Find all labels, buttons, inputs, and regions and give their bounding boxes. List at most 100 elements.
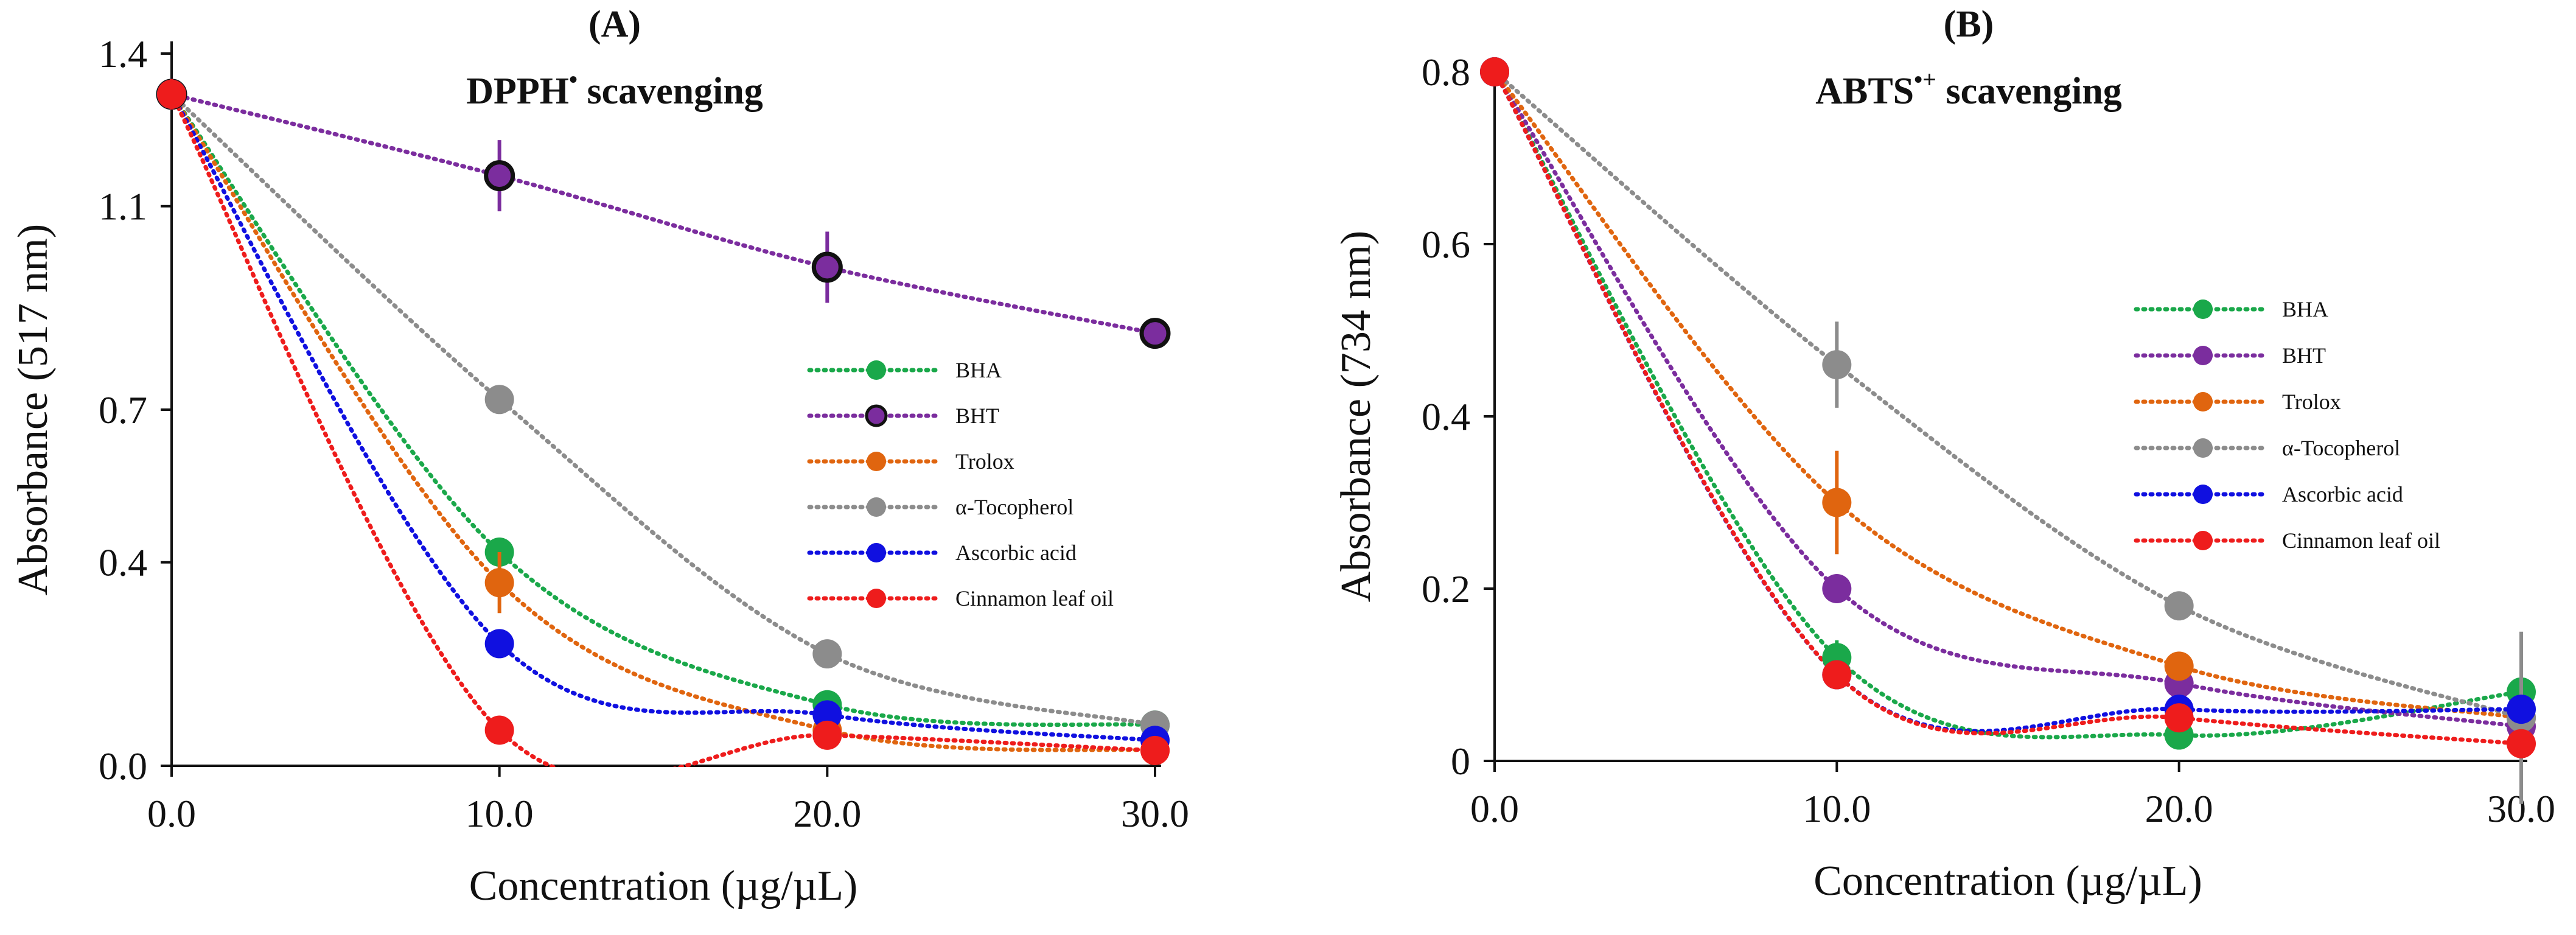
x-tick-label: 0.0: [147, 792, 196, 835]
legend-item-ascorbic-acid: Ascorbic acid: [807, 541, 1077, 565]
chart-title-main: ABTS: [1815, 71, 1914, 112]
x-tick-label: 30.0: [1121, 792, 1189, 835]
chart-title: ABTS•+ scavenging: [1815, 66, 2122, 112]
series-line-tocopherol: [169, 92, 1157, 727]
data-point-trolox: [484, 568, 514, 598]
legend-marker: [2193, 438, 2213, 458]
legend-label: Trolox: [955, 449, 1014, 474]
data-point-bht: [811, 251, 843, 283]
legend-marker: [867, 360, 886, 380]
legend-marker: [2193, 346, 2213, 365]
y-tick-label: 0.0: [99, 744, 147, 788]
data-point-cinnamon-leaf-oil: [1140, 735, 1170, 765]
series-line-cinnamon-leaf-oil: [169, 92, 1157, 767]
data-point-cinnamon-leaf-oil: [157, 79, 186, 109]
legend-marker: [867, 497, 886, 517]
legend-label: Cinnamon leaf oil: [2282, 528, 2440, 553]
legend-label: BHA: [955, 358, 1002, 382]
data-point-ascorbic-acid: [2507, 695, 2536, 724]
legend-label: Ascorbic acid: [955, 541, 1077, 565]
legend-marker: [867, 589, 886, 608]
legend-item-bht: BHT: [2134, 343, 2326, 368]
y-axis-title: Absorbance (517 nm): [10, 224, 57, 595]
chart-title-superscript: •+: [1914, 66, 1936, 93]
legend-item-bha: BHA: [2134, 297, 2328, 321]
y-tick-label: 0.7: [99, 388, 147, 432]
chart-title: DPPH• scavenging: [466, 66, 763, 112]
panel-label: (B): [1944, 4, 1994, 45]
series-line-bht: [169, 92, 1157, 336]
series-line-ascorbic-acid: [169, 92, 1157, 743]
legend-item-tocopherol: α-Tocopherol: [2134, 436, 2400, 460]
x-axis-title: Concentration (µg/µL): [1813, 858, 2202, 905]
panel-label: (A): [588, 4, 641, 45]
y-axis-title: Absorbance (734 nm): [1333, 231, 1380, 602]
x-tick-label: 10.0: [1803, 787, 1871, 830]
legend-label: α-Tocopherol: [955, 495, 1073, 519]
x-axis-title: Concentration (µg/µL): [469, 863, 858, 909]
chart-title-suffix: scavenging: [578, 71, 763, 112]
legend-marker: [867, 543, 886, 562]
data-point-trolox: [1822, 488, 1852, 517]
legend-item-bht: BHT: [807, 404, 999, 428]
legend-marker: [2193, 392, 2213, 411]
data-point-ascorbic-acid: [812, 700, 842, 730]
y-tick-label: 0.2: [1422, 567, 1470, 611]
legend-label: Ascorbic acid: [2282, 482, 2403, 506]
series-line-tocopherol: [1492, 69, 2524, 720]
legend-item-ascorbic-acid: Ascorbic acid: [2134, 482, 2403, 506]
y-tick-label: 0: [1451, 740, 1470, 783]
data-point-cinnamon-leaf-oil: [484, 715, 514, 745]
series-line-trolox: [1492, 69, 2524, 720]
y-tick-label: 0.6: [1422, 223, 1470, 266]
x-tick-label: 20.0: [2145, 787, 2213, 830]
chart-panel-a: (A) DPPH• scavenging 0.0 0.4 0.7 1.1 1.4 0.0 10.…: [10, 4, 1189, 909]
chart-title-superscript: •: [569, 66, 578, 93]
series-line-trolox: [169, 92, 1157, 753]
data-point-trolox: [2164, 651, 2194, 681]
series-line-bha: [1492, 69, 2524, 740]
x-tick-label: 0.0: [1470, 787, 1519, 830]
y-tick-label: 1.1: [99, 185, 147, 228]
legend-item-cinnamon-leaf-oil: Cinnamon leaf oil: [2134, 528, 2440, 553]
series-line-cinnamon-leaf-oil: [1492, 69, 2524, 746]
legend-marker: [2193, 485, 2213, 504]
x-tick-label: 20.0: [793, 792, 861, 835]
legend-marker: [2193, 299, 2213, 319]
data-point-bht: [1822, 574, 1852, 603]
chart-title-suffix: scavenging: [1936, 71, 2122, 112]
legend-marker: [2193, 531, 2213, 550]
legend-label: Cinnamon leaf oil: [955, 586, 1114, 611]
data-point-tocopherol: [812, 639, 842, 669]
data-point-cinnamon-leaf-oil: [1822, 660, 1852, 690]
data-point-cinnamon-leaf-oil: [812, 720, 842, 750]
data-point-bht: [484, 160, 515, 192]
legend-label: Trolox: [2282, 390, 2341, 414]
y-tick-label: 0.4: [99, 541, 147, 584]
data-point-tocopherol: [1822, 350, 1852, 380]
data-point-tocopherol: [2164, 591, 2194, 621]
series-line-ascorbic-acid: [1492, 69, 2524, 734]
data-point-bht: [1139, 318, 1171, 349]
data-point-tocopherol: [484, 385, 514, 415]
legend-label: α-Tocopherol: [2282, 436, 2400, 460]
legend-item-cinnamon-leaf-oil: Cinnamon leaf oil: [807, 586, 1114, 611]
legend-item-trolox: Trolox: [807, 449, 1014, 474]
y-tick-label: 1.4: [99, 32, 147, 75]
legend-label: BHT: [2282, 343, 2326, 368]
legend-item-trolox: Trolox: [2134, 390, 2341, 414]
y-tick-label: 0.4: [1422, 395, 1470, 438]
legend-marker: [867, 452, 886, 471]
series-line-bht: [1492, 69, 2524, 729]
series-line-bha: [169, 92, 1157, 727]
data-point-ascorbic-acid: [484, 629, 514, 659]
data-point-cinnamon-leaf-oil: [2164, 703, 2194, 733]
legend-marker: [865, 404, 888, 427]
chart-title-main: DPPH: [466, 71, 569, 112]
legend-item-bha: BHA: [807, 358, 1002, 382]
data-point-cinnamon-leaf-oil: [1480, 57, 1509, 86]
x-tick-label: 10.0: [466, 792, 534, 835]
legend-label: BHA: [2282, 297, 2328, 321]
chart-panel-b: (B) ABTS•+ scavenging 0 0.2 0.4 0.6 0.8 0.0 10.0…: [1333, 4, 2555, 905]
